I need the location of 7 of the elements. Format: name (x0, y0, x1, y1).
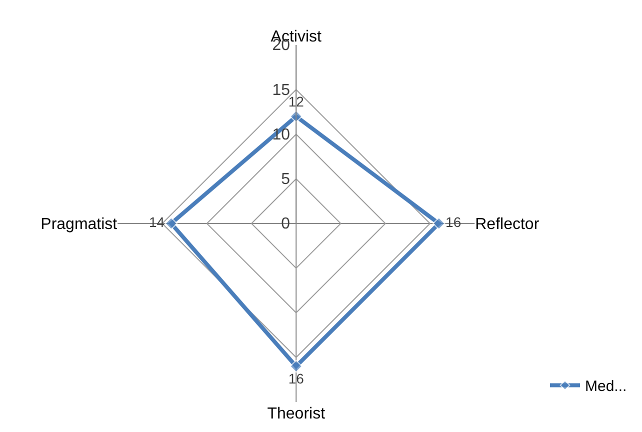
spoke-label: Theorist (267, 406, 326, 422)
y-tick-label: 10 (272, 126, 290, 144)
spoke-label: Reflector (475, 216, 540, 234)
y-tick-label: 15 (272, 82, 290, 99)
spoke-label: Pragmatist (40, 216, 118, 234)
y-tick-label: 5 (281, 171, 290, 188)
legend-label: Med... (585, 378, 627, 396)
